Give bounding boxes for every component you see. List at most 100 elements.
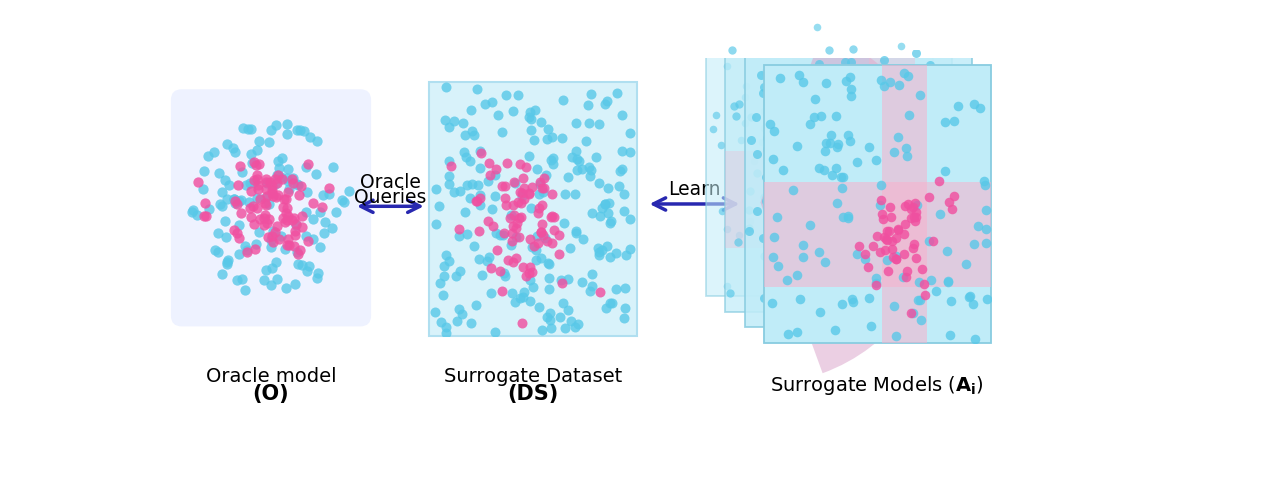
Point (599, 254, 620, 262)
Point (968, 223, 988, 231)
Point (538, 126, 558, 134)
Point (520, 114, 540, 122)
Point (788, 311, 809, 319)
Point (740, 188, 760, 196)
Point (268, 180, 288, 188)
Point (730, 101, 750, 109)
Point (777, 277, 797, 285)
Point (319, 190, 339, 198)
Point (456, 154, 476, 162)
Point (852, 151, 873, 159)
Point (439, 123, 460, 131)
Point (873, 215, 893, 223)
Point (494, 270, 515, 278)
Point (255, 212, 275, 220)
Point (480, 171, 500, 179)
Text: Queries: Queries (355, 186, 426, 205)
Point (728, 239, 749, 247)
Point (456, 182, 476, 189)
Point (241, 187, 261, 195)
Point (864, 113, 884, 121)
Point (754, 193, 774, 201)
Point (899, 112, 919, 120)
Point (774, 259, 795, 266)
Point (740, 114, 760, 122)
Point (485, 229, 506, 237)
Point (883, 306, 904, 314)
Point (842, 46, 863, 54)
Point (481, 265, 502, 273)
Point (856, 119, 877, 127)
Point (498, 256, 518, 264)
Point (444, 118, 465, 125)
Point (581, 282, 602, 290)
Bar (745, 51, 972, 327)
Point (287, 181, 307, 189)
Point (256, 266, 276, 274)
Point (809, 165, 829, 173)
Point (508, 92, 529, 100)
Point (910, 66, 931, 74)
Point (481, 290, 502, 298)
Point (858, 191, 878, 199)
Point (919, 238, 940, 246)
Point (475, 102, 495, 109)
Point (270, 233, 291, 241)
Point (227, 229, 247, 237)
Point (511, 214, 531, 222)
Point (796, 95, 817, 102)
Point (470, 202, 490, 210)
Point (521, 268, 541, 276)
Point (808, 119, 828, 127)
Point (283, 175, 303, 183)
Point (261, 237, 282, 245)
Point (536, 136, 557, 144)
Point (591, 246, 612, 254)
Point (261, 244, 282, 251)
Point (439, 158, 460, 165)
Point (767, 214, 787, 222)
Point (800, 133, 820, 141)
Point (205, 247, 225, 255)
Point (544, 214, 564, 222)
Point (481, 205, 502, 213)
Point (244, 245, 265, 253)
Point (717, 283, 737, 290)
Point (215, 218, 236, 226)
Point (256, 185, 276, 193)
Point (271, 154, 292, 162)
Point (783, 311, 804, 319)
Point (800, 222, 820, 229)
Point (849, 148, 869, 156)
Point (278, 236, 298, 244)
Point (895, 203, 915, 210)
Point (751, 72, 772, 80)
Point (532, 189, 553, 197)
Point (566, 167, 586, 175)
Point (484, 193, 504, 201)
Point (950, 91, 970, 99)
Point (262, 189, 283, 197)
Point (246, 162, 266, 169)
Point (832, 184, 852, 192)
Point (509, 189, 530, 197)
Point (466, 85, 486, 93)
Point (904, 117, 924, 124)
Point (512, 193, 532, 201)
Point (447, 318, 467, 325)
Point (477, 218, 498, 226)
Point (315, 219, 335, 227)
Point (772, 167, 792, 175)
Point (294, 128, 315, 136)
Point (827, 103, 847, 111)
Point (833, 214, 854, 222)
Point (470, 165, 490, 173)
Point (977, 207, 997, 215)
Point (870, 248, 891, 256)
Point (908, 151, 928, 159)
Point (841, 93, 861, 101)
Point (485, 329, 506, 337)
Point (255, 175, 275, 183)
Point (291, 183, 311, 190)
Point (860, 244, 881, 252)
